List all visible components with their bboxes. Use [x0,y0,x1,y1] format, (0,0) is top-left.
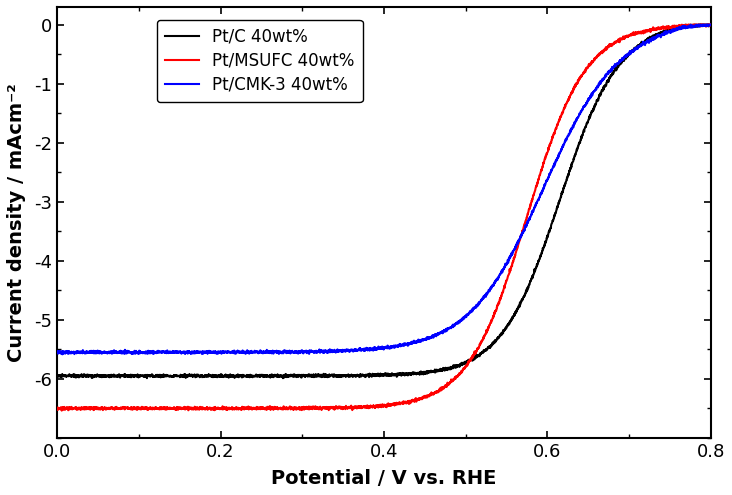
Pt/MSUFC 40wt% [706,22,715,28]
Line: Pt/CMK-3 40wt%: Pt/CMK-3 40wt% [57,25,711,354]
Pt/C 40wt% [127,373,136,379]
Pt/MSUFC 40wt% [678,22,687,28]
Pt/MSUFC 40wt% [304,404,313,410]
Pt/CMK-3 40wt% [706,22,715,28]
Pt/C 40wt% [166,373,175,379]
Pt/C 40wt% [332,374,341,380]
Pt/CMK-3 40wt% [304,348,313,354]
Pt/C 40wt% [279,375,288,381]
Pt/CMK-3 40wt% [694,22,703,28]
Pt/CMK-3 40wt% [166,348,175,354]
Pt/MSUFC 40wt% [127,404,136,410]
Pt/CMK-3 40wt% [624,52,632,58]
Pt/CMK-3 40wt% [58,351,67,357]
Pt/C 40wt% [694,23,703,29]
Pt/MSUFC 40wt% [332,405,341,411]
Line: Pt/C 40wt%: Pt/C 40wt% [57,25,711,378]
Pt/CMK-3 40wt% [694,22,703,28]
X-axis label: Potential / V vs. RHE: Potential / V vs. RHE [272,469,497,488]
Pt/CMK-3 40wt% [332,348,341,354]
Pt/MSUFC 40wt% [57,408,66,414]
Pt/C 40wt% [53,372,61,378]
Pt/C 40wt% [304,373,313,379]
Pt/C 40wt% [706,22,715,28]
Pt/CMK-3 40wt% [127,349,136,355]
Pt/MSUFC 40wt% [624,33,632,39]
Pt/CMK-3 40wt% [53,350,61,356]
Pt/C 40wt% [624,52,632,58]
Y-axis label: Current density / mAcm⁻²: Current density / mAcm⁻² [7,83,26,362]
Pt/MSUFC 40wt% [166,405,175,411]
Legend: Pt/C 40wt%, Pt/MSUFC 40wt%, Pt/CMK-3 40wt%: Pt/C 40wt%, Pt/MSUFC 40wt%, Pt/CMK-3 40w… [157,20,362,102]
Pt/C 40wt% [681,22,690,28]
Line: Pt/MSUFC 40wt%: Pt/MSUFC 40wt% [57,25,711,411]
Pt/MSUFC 40wt% [53,405,61,411]
Pt/MSUFC 40wt% [694,22,703,28]
